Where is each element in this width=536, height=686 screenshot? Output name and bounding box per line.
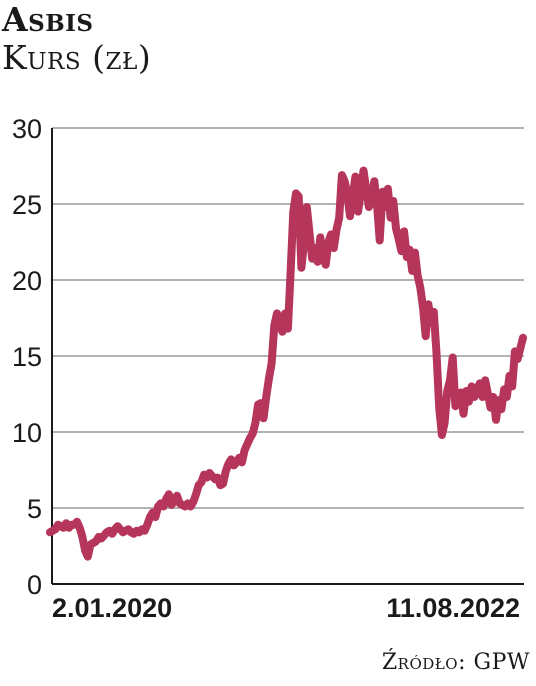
y-tick-label: 15 [12,342,42,372]
series-line [46,166,527,561]
x-tick-label-end: 11.08.2022 [386,593,520,623]
x-tick-label-start: 2.01.2020 [52,593,172,623]
chart-grid [51,127,524,585]
y-tick-label: 30 [12,114,42,144]
y-tick-label: 0 [27,570,42,600]
chart-series [46,166,527,561]
y-tick-label: 5 [27,494,42,524]
x-axis: 2.01.2020 11.08.2022 [52,593,520,623]
y-tick-label: 25 [12,190,42,220]
y-axis: 0 5 10 15 20 25 30 [12,114,42,600]
chart-title: Asbis [2,0,94,39]
source-note: Źródło: GPW [381,650,530,675]
y-tick-label: 10 [12,418,42,448]
chart-subtitle: Kurs (zł) [2,38,152,77]
y-tick-label: 20 [12,266,42,296]
